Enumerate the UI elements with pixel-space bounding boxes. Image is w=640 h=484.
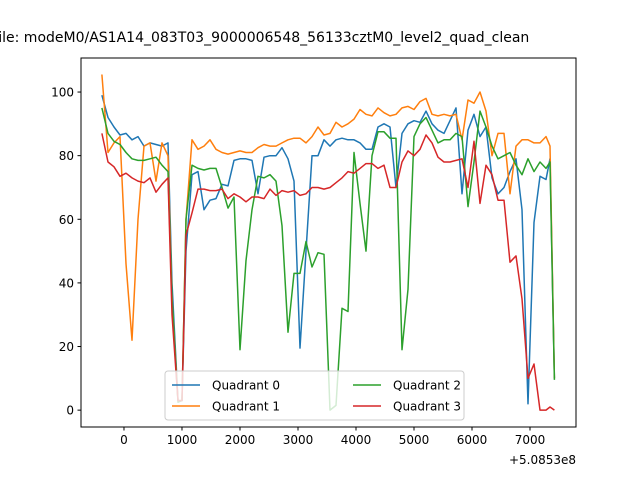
- x-tick-label: 5000: [399, 433, 430, 447]
- y-tick-label: 80: [59, 149, 74, 163]
- y-tick-label: 20: [59, 340, 74, 354]
- y-tick-label: 100: [51, 86, 74, 100]
- legend-label: Quadrant 1: [212, 400, 280, 414]
- legend: Quadrant 0 Quadrant 1 Quadrant 2 Quadrant 3: [164, 370, 465, 421]
- x-tick-label: 7000: [515, 433, 546, 447]
- x-tick-label: 4000: [341, 433, 372, 447]
- x-tick-label: 1000: [167, 433, 198, 447]
- y-tick-label: 0: [66, 404, 74, 418]
- legend-label: Quadrant 3: [393, 400, 461, 414]
- legend-label: Quadrant 0: [212, 379, 280, 393]
- chart-title: n file: modeM0/AS1A14_083T03_9000006548_…: [0, 30, 529, 46]
- plot-frame: [80, 57, 577, 428]
- x-tick-label: 3000: [283, 433, 314, 447]
- x-tick-label: 2000: [225, 433, 256, 447]
- x-offset-label: +5.0853e8: [509, 453, 576, 467]
- x-tick-label: 0: [120, 433, 128, 447]
- legend-frame: [164, 370, 465, 421]
- y-tick-label: 40: [59, 276, 74, 290]
- x-tick-label: 6000: [457, 433, 488, 447]
- y-tick-label: 60: [59, 213, 74, 227]
- legend-label: Quadrant 2: [393, 379, 461, 393]
